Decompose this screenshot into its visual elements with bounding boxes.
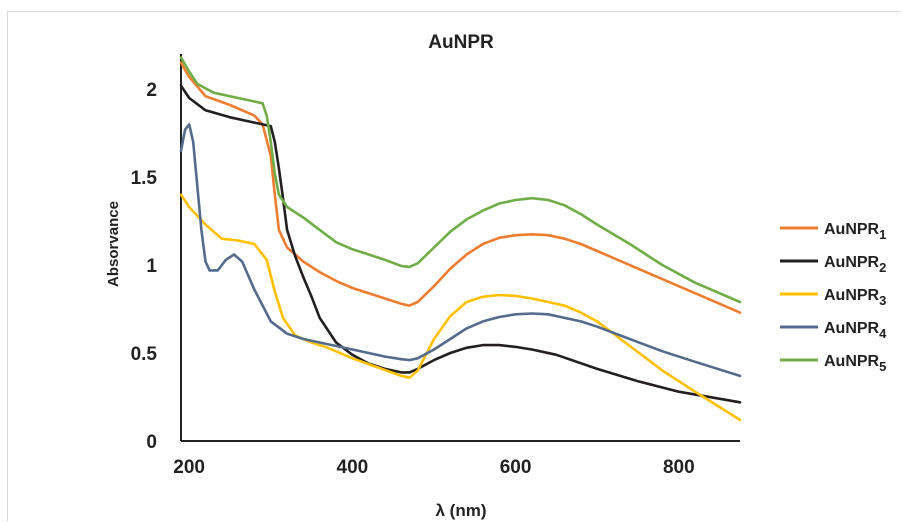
chart-title: AuNPR [428,32,494,53]
series-line-1 [179,61,742,314]
y-tick-label: 2 [146,80,157,101]
legend-subscript: 4 [879,326,887,341]
series-line-5 [179,56,742,304]
legend-label-4: AuNPR4 [824,320,887,341]
legend-label-3: AuNPR3 [824,287,886,308]
legend-label-1: AuNPR1 [824,221,886,242]
legend-subscript: 1 [879,227,886,242]
y-tick-label: 0 [146,432,157,453]
y-axis-label: Absorvance [105,201,122,287]
tick-labels: 200 400 600 800 0 0.5 1 1.5 2 [131,80,695,478]
y-tick-label: 1.5 [131,168,158,189]
legend-label-5: AuNPR5 [824,353,886,374]
x-axis-label: λ (nm) [436,501,487,520]
y-tick-label: 1 [146,256,157,277]
series-line-4 [179,123,742,378]
x-tick-label: 600 [500,457,532,478]
legend-label-2: AuNPR2 [824,254,886,275]
legend: AuNPR1 AuNPR2 AuNPR3 AuNPR4 AuNPR5 [780,221,887,374]
axes [180,54,740,442]
chart-frame [7,11,899,521]
series-line-3 [179,193,742,422]
legend-subscript: 2 [879,260,886,275]
x-tick-label: 200 [173,457,205,478]
y-tick-label: 0.5 [131,344,158,365]
x-tick-label: 800 [663,457,695,478]
legend-subscript: 3 [879,293,886,308]
series-layer [179,56,742,422]
x-tick-label: 400 [337,457,369,478]
legend-subscript: 5 [879,359,886,374]
